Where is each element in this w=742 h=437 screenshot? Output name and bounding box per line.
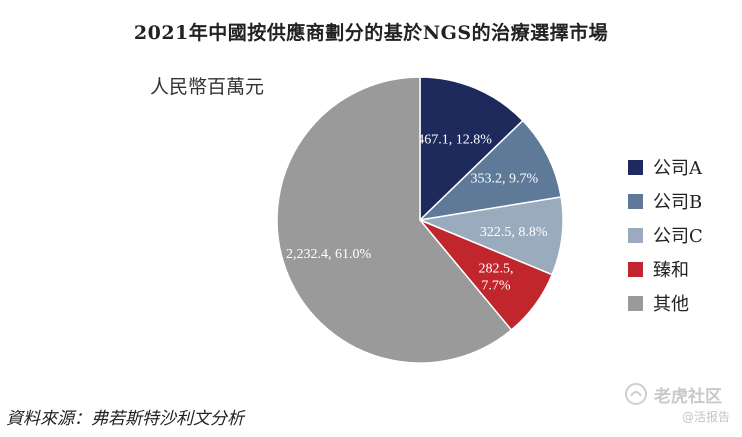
legend: 公司A 公司B 公司C 臻和 其他 <box>628 150 703 320</box>
legend-item-genecast: 臻和 <box>628 252 703 286</box>
chart-title: 2021年中國按供應商劃分的基於NGS的治療選擇市場 <box>133 22 609 44</box>
unit-label: 人民幣百萬元 <box>150 76 265 98</box>
legend-item-company-c: 公司C <box>628 218 703 252</box>
legend-swatch <box>628 261 643 277</box>
legend-swatch <box>628 295 643 311</box>
legend-item-company-a: 公司A <box>628 150 703 184</box>
legend-label: 其他 <box>653 294 689 315</box>
pie-slice-label-2: 353.2, 9.7% <box>471 172 539 187</box>
pie-slice-label-1: 467.1, 12.8% <box>417 132 492 147</box>
watermark: 老虎社区 @活报告 <box>624 382 740 432</box>
legend-item-others: 其他 <box>628 286 703 320</box>
legend-label: 公司A <box>653 158 702 179</box>
watermark-main: 老虎社区 <box>654 387 722 407</box>
pie-slice-1 <box>419 76 524 222</box>
legend-swatch <box>628 227 643 243</box>
pie-slice-2 <box>417 119 562 222</box>
pie-slice-label-5: 2,232.4, 61.0% <box>286 247 372 262</box>
legend-label: 臻和 <box>653 260 689 281</box>
tiger-logo-icon <box>625 383 647 405</box>
pie-slice-label-3: 322.5, 8.8% <box>480 225 548 240</box>
legend-swatch <box>628 193 643 209</box>
pie-slice-5 <box>276 76 513 364</box>
legend-label: 公司C <box>653 226 703 247</box>
legend-label: 公司B <box>653 192 703 213</box>
legend-item-company-b: 公司B <box>628 184 703 218</box>
source-note: 資料來源：弗若斯特沙利文分析 <box>6 409 244 429</box>
legend-swatch <box>628 159 643 175</box>
pie-slice-label-4: 282.5, 7.7% <box>478 261 513 293</box>
watermark-sub: @活报告 <box>682 410 731 424</box>
